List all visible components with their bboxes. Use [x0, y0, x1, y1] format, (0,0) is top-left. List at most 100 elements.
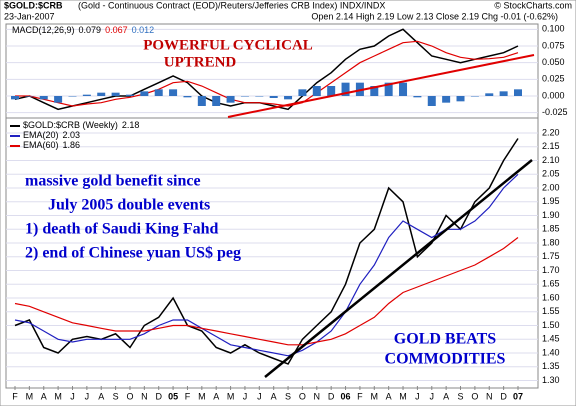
histogram-bar [370, 86, 379, 96]
y-tick-label: 1.90 [542, 210, 560, 220]
annotation: GOLD BEATS [394, 331, 497, 348]
histogram-bar [499, 91, 508, 96]
x-tick-label: D [328, 391, 335, 401]
histogram-bar [456, 96, 465, 102]
x-tick-label: D [500, 391, 507, 401]
series-line [14, 173, 519, 357]
annotation: 1) death of Saudi King Fahd [25, 221, 218, 238]
y-tick-label: 2.00 [542, 182, 560, 192]
histogram-bar [97, 92, 106, 96]
x-tick-label: A [443, 391, 449, 401]
x-tick-label: F [357, 391, 363, 401]
legend-value: 0.067 [105, 25, 128, 35]
y-tick-label: 0.050 [542, 57, 565, 67]
y-tick-label: 1.80 [542, 237, 560, 247]
quote: Open 2.14 High 2.19 Low 2.13 Close 2.19 … [311, 11, 558, 21]
x-tick-label: M [227, 391, 235, 401]
histogram-bar [212, 96, 221, 106]
legend-name: EMA(60) [23, 140, 59, 150]
y-tick-label: 1.40 [542, 347, 560, 357]
histogram-bar [255, 96, 264, 97]
histogram-bar [54, 96, 63, 103]
source: © StockCharts.com [494, 0, 572, 10]
x-tick-label: M [54, 391, 62, 401]
histogram-bar [327, 86, 336, 96]
histogram-bar [240, 96, 249, 97]
histogram-bar [384, 82, 393, 96]
x-tick-label: S [285, 391, 291, 401]
x-tick-label: O [471, 391, 478, 401]
histogram-bar [111, 92, 120, 96]
histogram-bar [140, 91, 149, 96]
y-tick-label: 2.10 [542, 155, 560, 165]
y-tick-label: 2.05 [542, 169, 560, 179]
grid: -0.025 0.000 0.025 0.050 0.075 0.100 1.30 1.35 1… [6, 24, 568, 401]
trend-line [264, 159, 533, 378]
legend-entry: $GOLD:$CRB (Weekly) 2.18 [23, 120, 139, 130]
y-tick-label: 1.65 [542, 279, 560, 289]
y-tick-label: 1.35 [542, 361, 560, 371]
legend: MACD(12,26,9) 0.079 0.067 0.012 [12, 25, 154, 35]
x-tick-label: M [371, 391, 379, 401]
histogram-bar [413, 96, 422, 98]
annotation: POWERFUL CYCLICAL [143, 37, 313, 53]
x-tick-label: 06 [341, 391, 351, 401]
histogram-bar [125, 94, 134, 96]
legend-entry: EMA(20) 2.03 [23, 130, 80, 140]
subtitle: (Gold - Continuous Contract (EOD)/Reuter… [78, 0, 385, 10]
x-tick-label: 05 [168, 391, 178, 401]
histogram-bar [341, 82, 350, 96]
histogram-bar [312, 86, 321, 96]
y-tick-label: 1.60 [542, 292, 560, 302]
annotation: COMMODITIES [385, 351, 506, 368]
series-line [14, 28, 519, 111]
legend-name: $GOLD:$CRB (Weekly) [23, 120, 118, 130]
x-tick-label: M [198, 391, 206, 401]
histogram-bar [442, 96, 451, 103]
x-tick-label: A [41, 391, 47, 401]
y-tick-label: 2.20 [542, 127, 560, 137]
x-tick-label: O [299, 391, 306, 401]
x-tick-label: J [85, 391, 90, 401]
histogram-bar [284, 96, 293, 100]
series-line [15, 40, 519, 107]
legend-value: 0.012 [132, 25, 155, 35]
y-tick-label: 0.100 [542, 24, 565, 34]
legend-value: 1.86 [63, 140, 81, 150]
histogram-bar [298, 89, 307, 96]
legend-entry: EMA(60) 1.86 [23, 140, 80, 150]
x-tick-label: 07 [513, 391, 523, 401]
y-tick-label: 1.30 [542, 375, 560, 385]
legend-name: EMA(20) [23, 130, 59, 140]
date: 23-Jan-2007 [4, 11, 55, 21]
series-line [14, 237, 519, 346]
histogram-bar [11, 96, 19, 100]
x-tick-label: N [314, 391, 321, 401]
x-tick-label: F [12, 391, 18, 401]
legend-value: 2.03 [63, 130, 81, 140]
histogram-bar [25, 96, 34, 97]
histogram-bar [269, 96, 278, 98]
legend-value: 0.079 [79, 25, 102, 35]
annotation: July 2005 double events [48, 197, 210, 214]
annotation: massive gold benefit since [25, 173, 201, 190]
histogram-bar [39, 96, 48, 100]
trend-line [227, 54, 535, 118]
histogram-bar [183, 96, 192, 98]
x-tick-label: J [415, 391, 420, 401]
legend-value: 2.18 [122, 120, 140, 130]
histogram-bar [399, 82, 408, 96]
histogram-bar [485, 93, 494, 96]
price-panel [5, 117, 539, 389]
x-tick-label: N [486, 391, 493, 401]
annotation: UPTREND [164, 54, 237, 70]
x-tick-label: O [126, 391, 133, 401]
annotation: 2) end of Chinese yuan US$ peg [25, 245, 241, 262]
y-tick-label: 0.075 [542, 40, 565, 50]
y-tick-label: 1.50 [542, 320, 560, 330]
y-tick-label: 2.15 [542, 141, 560, 151]
y-tick-label: 1.95 [542, 196, 560, 206]
x-tick-label: S [113, 391, 119, 401]
